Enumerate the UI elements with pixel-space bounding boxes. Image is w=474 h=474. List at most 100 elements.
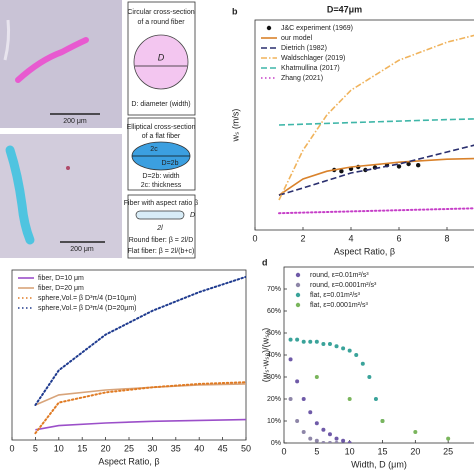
- point: [446, 436, 451, 441]
- legend-label: sphere,Vol.= β D³π/4 (D=10μm): [38, 295, 136, 302]
- y-tick-label: 20%: [267, 396, 281, 403]
- series-line: [35, 383, 246, 406]
- y-tick-label: 60%: [267, 308, 281, 315]
- symbol: 2l: [156, 225, 163, 232]
- x-axis-label: Aspect Ratio, β: [334, 246, 395, 256]
- point: [334, 436, 339, 441]
- x-tick-label: 0: [281, 446, 286, 456]
- x-tick-label: 25: [124, 443, 134, 453]
- x-axis-label: Aspect Ratio, β: [98, 456, 159, 466]
- point: [327, 441, 332, 443]
- point: [314, 375, 319, 379]
- legend-label: sphere,Vol.= β D³π/4 (D=20μm): [38, 305, 136, 312]
- x-tick-label: 40: [194, 443, 204, 453]
- box-title: of a flat fiber: [142, 133, 181, 140]
- x-tick-label: 10: [54, 443, 64, 453]
- point: [308, 436, 313, 441]
- fiber-faint: [3, 19, 11, 61]
- x-tick-label: 8: [444, 233, 449, 243]
- point: [341, 438, 346, 443]
- point: [321, 427, 326, 432]
- y-tick-label: 30%: [267, 374, 281, 381]
- y-tick-label: 50%: [267, 330, 281, 337]
- point: [396, 164, 402, 169]
- caption: D: diameter (width): [131, 101, 190, 108]
- fiber: [15, 37, 89, 83]
- schematic-flat: Elliptical cross-section of a flat fiber…: [127, 117, 196, 191]
- point: [321, 342, 326, 346]
- legend-label: J&C experiment (1969): [281, 25, 353, 32]
- legend-label: Khatmullina (2017): [281, 65, 340, 72]
- particle: [66, 166, 70, 170]
- point: [347, 441, 352, 443]
- chart-title: D=47μm: [327, 4, 362, 14]
- point: [295, 419, 300, 423]
- point: [301, 430, 306, 434]
- caption: 2c: thickness: [141, 182, 182, 189]
- rod: [135, 210, 185, 220]
- point: [308, 339, 313, 344]
- image-background: [0, 0, 122, 128]
- point: [347, 397, 352, 401]
- point: [341, 346, 346, 351]
- charts: b D=47μm 0 2 4 6 8 10 Aspect Ratio, β wₛ (m/s) J&C…: [9, 4, 474, 469]
- symbol: D: [158, 52, 165, 62]
- plot-area: [288, 337, 451, 443]
- legend-marker: [295, 272, 301, 278]
- point: [295, 379, 300, 384]
- x-tick-label: 0: [252, 233, 257, 243]
- point: [314, 438, 319, 443]
- symbol: D=2b: [162, 160, 179, 167]
- point: [380, 419, 385, 423]
- legend-label: flat, ε=0.0001m²/s³: [310, 302, 368, 309]
- point: [314, 339, 319, 344]
- symbol: D: [190, 212, 195, 219]
- symbol: 2c: [150, 146, 158, 153]
- x-tick-label: 4: [348, 233, 353, 243]
- point: [416, 163, 421, 168]
- caption: D=2b: width: [142, 173, 179, 180]
- legend-label: fiber, D=20 μm: [38, 285, 84, 292]
- panel-label: b: [232, 6, 238, 16]
- point: [295, 337, 300, 342]
- schematic-aspect: Fiber with aspect ratio β D 2l Round fib…: [124, 194, 198, 259]
- box-title: of a round fiber: [137, 19, 185, 26]
- point: [360, 361, 365, 366]
- x-tick-label: 5: [33, 443, 38, 453]
- series-line: [278, 207, 474, 215]
- box-title: Circular cross-section: [127, 9, 194, 16]
- plot-area: [278, 34, 474, 215]
- y-axis-label: (wₛ-wₛ₀)/(wₛ₀): [260, 328, 270, 383]
- x-tick-label: 15: [377, 446, 387, 456]
- y-axis-label: wₛ (m/s): [230, 109, 240, 143]
- point: [321, 441, 326, 443]
- scale-label: 200 μm: [70, 246, 94, 253]
- legend-label: round, ε=0.01m²/s³: [310, 272, 369, 279]
- point: [334, 344, 339, 349]
- fiber: [5, 145, 35, 245]
- series-line: [278, 118, 474, 126]
- point: [288, 357, 293, 362]
- point: [288, 337, 293, 342]
- scale-label: 200 μm: [63, 118, 87, 125]
- legend-label: fiber, D=10 μm: [38, 275, 84, 282]
- x-tick-label: 25: [443, 446, 453, 456]
- legend-label: Zhang (2021): [281, 75, 323, 82]
- circle: [133, 34, 189, 90]
- y-tick-label: 40%: [267, 352, 281, 359]
- point: [406, 161, 411, 167]
- legend-marker: [295, 292, 301, 298]
- legend-label: Dietrich (1982): [281, 45, 327, 52]
- point: [288, 397, 293, 401]
- series-line: [278, 157, 474, 196]
- point: [301, 339, 306, 344]
- point: [347, 348, 352, 353]
- point: [327, 432, 332, 437]
- x-tick-label: 0: [9, 443, 14, 453]
- legend-label: flat, ε=0.01m²/s³: [310, 292, 361, 299]
- point: [373, 397, 378, 401]
- axes-frame: [254, 19, 474, 231]
- point: [314, 421, 319, 426]
- y-tick-label: 70%: [267, 286, 281, 293]
